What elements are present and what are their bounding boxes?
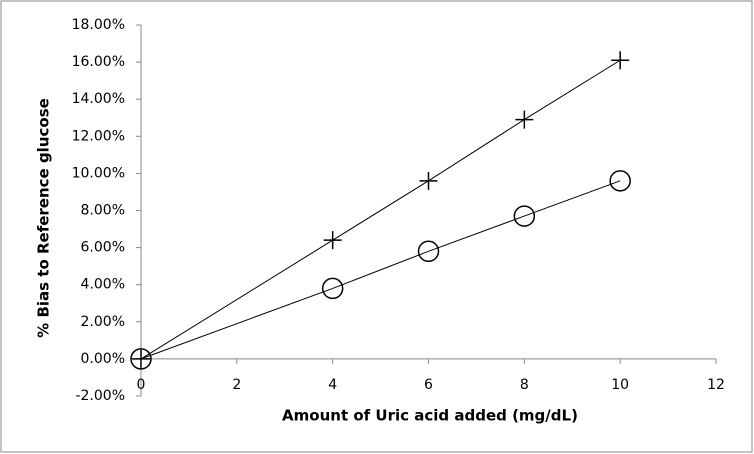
y-tick-label: 18.00%: [72, 17, 125, 33]
circle-marker: [609, 170, 631, 192]
y-tick-label: 8.00%: [81, 203, 125, 219]
x-tick-label: 2: [232, 377, 241, 393]
y-axis-label: % Bias to Reference glucose: [35, 98, 53, 338]
y-tick-label: 12.00%: [72, 128, 125, 144]
y-tick-label: 16.00%: [72, 54, 125, 70]
plus-marker: [323, 231, 342, 250]
circle-marker: [513, 205, 536, 227]
plus-marker: [515, 110, 534, 129]
x-tick-label: 6: [424, 377, 433, 393]
y-tick-label: 4.00%: [81, 277, 125, 293]
x-axis-label: Amount of Uric acid added (mg/dL): [282, 407, 578, 425]
series-line: [140, 180, 621, 360]
circle-marker: [321, 277, 344, 300]
y-tick-label: 6.00%: [81, 240, 125, 256]
circle-marker: [417, 240, 440, 263]
x-tick-label: 0: [137, 377, 146, 393]
x-tick-label: 10: [611, 377, 629, 393]
y-tick-label: 0.00%: [81, 351, 125, 367]
plus-marker: [611, 51, 630, 70]
y-tick-label: 2.00%: [81, 314, 125, 330]
y-tick-label: -2.00%: [75, 388, 125, 404]
plus-marker: [419, 171, 438, 190]
y-tick-label: 14.00%: [72, 91, 125, 107]
x-tick-label: 4: [328, 377, 337, 393]
x-tick-label: 12: [707, 377, 725, 393]
y-tick-label: 10.00%: [72, 165, 125, 181]
circle-marker: [130, 348, 152, 370]
x-tick-label: 8: [520, 377, 529, 393]
